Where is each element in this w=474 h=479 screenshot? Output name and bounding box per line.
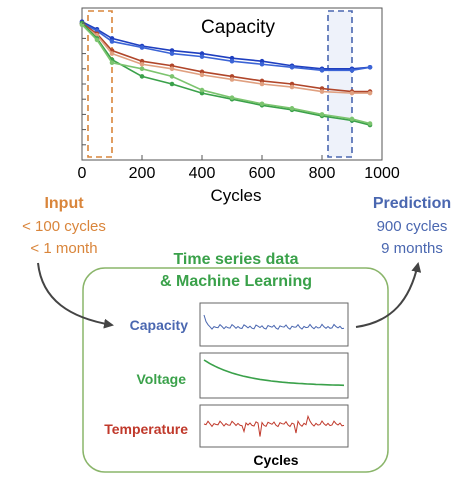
data-point bbox=[349, 68, 355, 73]
data-point bbox=[169, 74, 175, 79]
data-point bbox=[139, 66, 145, 72]
panels-xlabel: Cycles bbox=[253, 452, 298, 468]
temperature-panel bbox=[199, 404, 349, 448]
voltage-panel bbox=[199, 352, 349, 399]
tick-layer: 0 200 400 600 800 1000 bbox=[78, 22, 400, 182]
prediction-line1: 900 cycles bbox=[377, 218, 448, 235]
data-point bbox=[199, 72, 205, 78]
chart-xlabel: Cycles bbox=[210, 186, 261, 205]
capacity-trace bbox=[203, 314, 345, 330]
ml-title-line2: & Machine Learning bbox=[160, 273, 312, 290]
input-line1: < 100 cycles bbox=[22, 218, 106, 235]
data-point bbox=[319, 68, 325, 73]
capacity-panel-label: Capacity bbox=[130, 317, 189, 333]
data-point bbox=[139, 74, 145, 79]
input-title: Input bbox=[44, 195, 84, 212]
data-point bbox=[259, 101, 265, 107]
input-arrow bbox=[37, 262, 114, 329]
x-tick-label: 600 bbox=[249, 165, 276, 182]
data-point bbox=[139, 61, 145, 67]
data-point bbox=[229, 58, 235, 64]
data-point bbox=[109, 51, 115, 56]
data-point bbox=[94, 37, 100, 43]
data-point bbox=[199, 54, 205, 59]
data-point bbox=[349, 116, 355, 122]
ml-box bbox=[82, 267, 389, 473]
data-point bbox=[367, 90, 373, 96]
input-block: Input < 100 cycles < 1 month bbox=[22, 195, 106, 257]
highlight-range bbox=[327, 10, 353, 158]
temperature-panel-label: Temperature bbox=[104, 421, 188, 437]
data-point bbox=[319, 89, 325, 94]
data-point bbox=[169, 51, 175, 56]
capacity-chart: 0 200 400 600 800 1000 Capacity Cycles bbox=[78, 7, 400, 205]
x-tick-label: 400 bbox=[189, 165, 216, 182]
series-line bbox=[81, 20, 371, 70]
prediction-title: Prediction bbox=[373, 195, 451, 212]
series-line bbox=[81, 24, 371, 125]
data-point bbox=[109, 60, 115, 66]
voltage-trace bbox=[203, 359, 345, 387]
data-point bbox=[169, 81, 175, 87]
data-point bbox=[259, 81, 265, 87]
data-point bbox=[289, 64, 295, 70]
prediction-line2: 9 months bbox=[381, 240, 443, 257]
capacity-panel bbox=[199, 302, 349, 347]
series-line bbox=[81, 24, 370, 94]
x-tick-label: 0 bbox=[78, 165, 87, 182]
voltage-panel-label: Voltage bbox=[136, 371, 186, 387]
temperature-trace bbox=[203, 414, 345, 437]
series-line bbox=[81, 22, 371, 126]
input-line2: < 1 month bbox=[30, 240, 97, 257]
highlight-ranges bbox=[87, 10, 353, 158]
x-tick-label: 1000 bbox=[364, 165, 400, 182]
data-point bbox=[139, 45, 145, 50]
data-point bbox=[367, 64, 373, 70]
data-point bbox=[319, 112, 325, 117]
data-point bbox=[349, 90, 355, 96]
data-point bbox=[289, 84, 295, 90]
highlight-range bbox=[87, 10, 113, 158]
data-point bbox=[367, 121, 373, 126]
series-layer bbox=[79, 19, 373, 128]
prediction-block: Prediction 900 cycles 9 months bbox=[373, 195, 451, 257]
chart-title: Capacity bbox=[201, 17, 275, 38]
data-point bbox=[169, 66, 175, 72]
series-line bbox=[81, 22, 371, 72]
x-tick-label: 200 bbox=[129, 165, 156, 182]
series-line bbox=[81, 22, 370, 93]
data-point bbox=[109, 39, 115, 44]
x-tick-label: 800 bbox=[309, 165, 336, 182]
data-point bbox=[229, 77, 235, 82]
ml-title-line1: Time series data bbox=[173, 251, 298, 268]
prediction-arrow bbox=[355, 262, 422, 328]
data-point bbox=[199, 87, 205, 93]
data-point bbox=[259, 61, 265, 67]
data-point bbox=[289, 106, 295, 111]
data-point bbox=[229, 95, 235, 100]
